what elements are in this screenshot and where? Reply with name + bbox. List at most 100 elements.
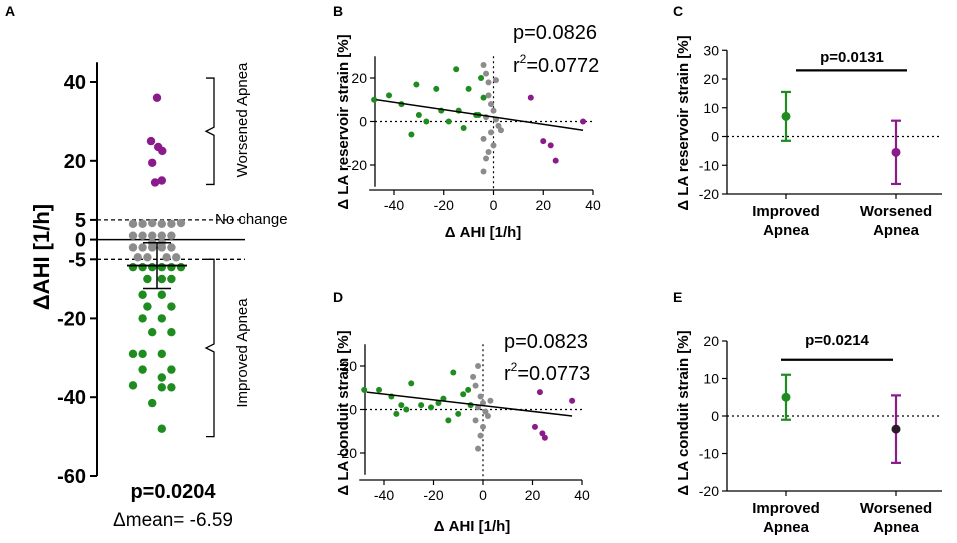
- panel-d: Δ LA conduit strain [%] Δ AHI [1/h] p=0.…: [335, 330, 590, 535]
- panel-d-point-improved: [403, 406, 410, 413]
- panel-b-pvalue: p=0.0826: [513, 22, 597, 44]
- panel-b-point-nochange: [490, 142, 497, 149]
- panel-a-point-improved: [157, 274, 166, 284]
- panel-e-ytick-label: 10: [703, 371, 719, 387]
- panel-d-xtick-label: 20: [525, 487, 541, 503]
- panel-letter-c: C: [673, 3, 683, 19]
- panel-c-ytick-label: -10: [699, 157, 719, 173]
- panel-d-ytick-label: -20: [337, 445, 357, 461]
- panel-a-ytick-label: -40: [57, 387, 86, 409]
- panel-a-ytick-label: -5: [68, 249, 86, 271]
- panel-a-point-nochange: [157, 219, 166, 229]
- panel-b-point-nochange: [485, 92, 492, 99]
- panel-c-ytick-label: -20: [699, 186, 719, 202]
- panel-b-point-nochange: [488, 129, 495, 136]
- panel-d-point-nochange: [477, 393, 484, 400]
- panel-a-point-improved: [167, 274, 176, 284]
- panel-c-pvalue: p=0.0131: [820, 49, 884, 66]
- panel-d-point-nochange: [472, 417, 479, 424]
- panel-a-point-nochange: [157, 243, 166, 252]
- panel-b-point-worsened: [547, 142, 554, 149]
- panel-c: Δ LA reservoir strain [%] p=0.0131 -20 -1…: [675, 35, 942, 239]
- panel-a-point-improved: [138, 349, 147, 359]
- panel-a-annotation-nochange: No change: [215, 211, 288, 228]
- panel-c-xtick-label: Improved: [752, 203, 820, 220]
- panel-b-point-nochange: [485, 148, 492, 155]
- panel-d-ytick-label: 0: [349, 402, 357, 418]
- panel-e-xtick-label: Apnea: [873, 519, 920, 536]
- panel-e-ytick-label: -10: [699, 446, 719, 462]
- panel-b-point-nochange: [485, 79, 492, 86]
- panel-b-point-worsened: [552, 157, 559, 164]
- panel-a-point-improved: [128, 381, 138, 390]
- panel-a-point-improved: [143, 274, 152, 284]
- panel-c-xtick-label: Apnea: [763, 222, 810, 239]
- panel-d-point-improved: [428, 404, 435, 411]
- panel-b-point-nochange: [483, 70, 490, 77]
- panel-a-point-improved: [157, 314, 166, 323]
- panel-a-annotation-improved: Improved Apnea: [234, 298, 251, 408]
- panel-a-point-improved: [167, 365, 176, 374]
- panel-a-ylabel: ΔAHI [1/h]: [29, 204, 54, 310]
- panel-b-point-improved: [415, 111, 422, 118]
- panel-b-xtick-label: 0: [490, 197, 498, 213]
- panel-b-ytick-label: 0: [359, 114, 367, 130]
- panel-a: ΔAHI [1/h] Worsened Apnea No change Impr…: [29, 62, 288, 531]
- panel-a-point-nochange: [128, 243, 138, 252]
- panel-b-point-improved: [386, 92, 393, 99]
- panel-a-point-nochange: [167, 231, 176, 240]
- panel-b-point-improved: [460, 125, 467, 132]
- panel-e-ytick-label: 0: [711, 408, 719, 424]
- panel-d-ylabel: Δ LA conduit strain [%]: [335, 330, 352, 495]
- panel-letter-d: D: [333, 289, 343, 305]
- panel-a-point-improved: [138, 290, 147, 299]
- panel-b-ylabel: Δ LA reservoir strain [%]: [335, 34, 352, 209]
- panel-a-point-nochange: [133, 253, 142, 262]
- panel-c-ytick-label: 0: [711, 129, 719, 145]
- panel-d-regression-line: [366, 391, 573, 417]
- panel-b-regression-line: [376, 99, 584, 131]
- panel-d-point-nochange: [472, 382, 479, 389]
- panel-d-point-nochange: [475, 445, 482, 452]
- panel-e-ylabel: Δ LA conduit strain [%]: [675, 330, 692, 495]
- panel-e-xtick-label: Improved: [752, 500, 820, 517]
- panel-b-point-improved: [465, 85, 472, 92]
- panel-a-ytick-label: 20: [64, 151, 86, 173]
- panel-a-point-improved: [167, 327, 176, 337]
- panel-a-point-nochange: [148, 243, 157, 252]
- panel-a-point-nochange: [148, 231, 157, 240]
- panel-d-point-nochange: [477, 432, 484, 439]
- panel-d-point-worsened: [536, 389, 543, 396]
- panel-a-point-worsened: [152, 93, 162, 102]
- panel-a-point-improved: [148, 262, 157, 272]
- panel-a-point-improved: [138, 314, 147, 323]
- panel-a-point-improved: [167, 383, 176, 392]
- panel-b-xtick-label: 40: [585, 197, 601, 213]
- panel-a-point-worsened: [157, 176, 166, 185]
- panel-a-point-nochange: [138, 243, 147, 252]
- panel-b-point-improved: [433, 85, 440, 92]
- panel-b-point-improved: [371, 96, 378, 103]
- panel-a-point-improved: [176, 262, 186, 272]
- panel-b-ytick-label: -20: [347, 157, 367, 173]
- panel-d-point-improved: [465, 386, 472, 393]
- panel-a-point-nochange: [172, 253, 181, 262]
- panel-a-brace-improved: [204, 258, 215, 438]
- panel-a-point-nochange: [157, 231, 166, 240]
- panel-b-point-nochange: [480, 168, 487, 175]
- panel-b-point-improved: [453, 66, 460, 73]
- panel-e-xtick-label: Worsened: [860, 500, 932, 517]
- panel-a-point-improved: [157, 262, 166, 272]
- panel-a-pvalue: p=0.0204: [130, 481, 216, 503]
- panel-a-point-improved: [138, 365, 147, 374]
- panel-c-ytick-label: 10: [703, 100, 719, 116]
- panel-d-xtick-label: 40: [574, 487, 590, 503]
- panel-c-ytick-label: 20: [703, 71, 719, 87]
- panel-b-point-worsened: [527, 94, 534, 101]
- panel-a-mean-label: Δmean= -6.59: [113, 510, 233, 531]
- panel-a-point-worsened: [158, 146, 167, 156]
- panel-d-xtick-label: 0: [479, 487, 487, 503]
- panel-a-point-nochange: [167, 219, 176, 229]
- panel-b-point-improved: [413, 81, 420, 88]
